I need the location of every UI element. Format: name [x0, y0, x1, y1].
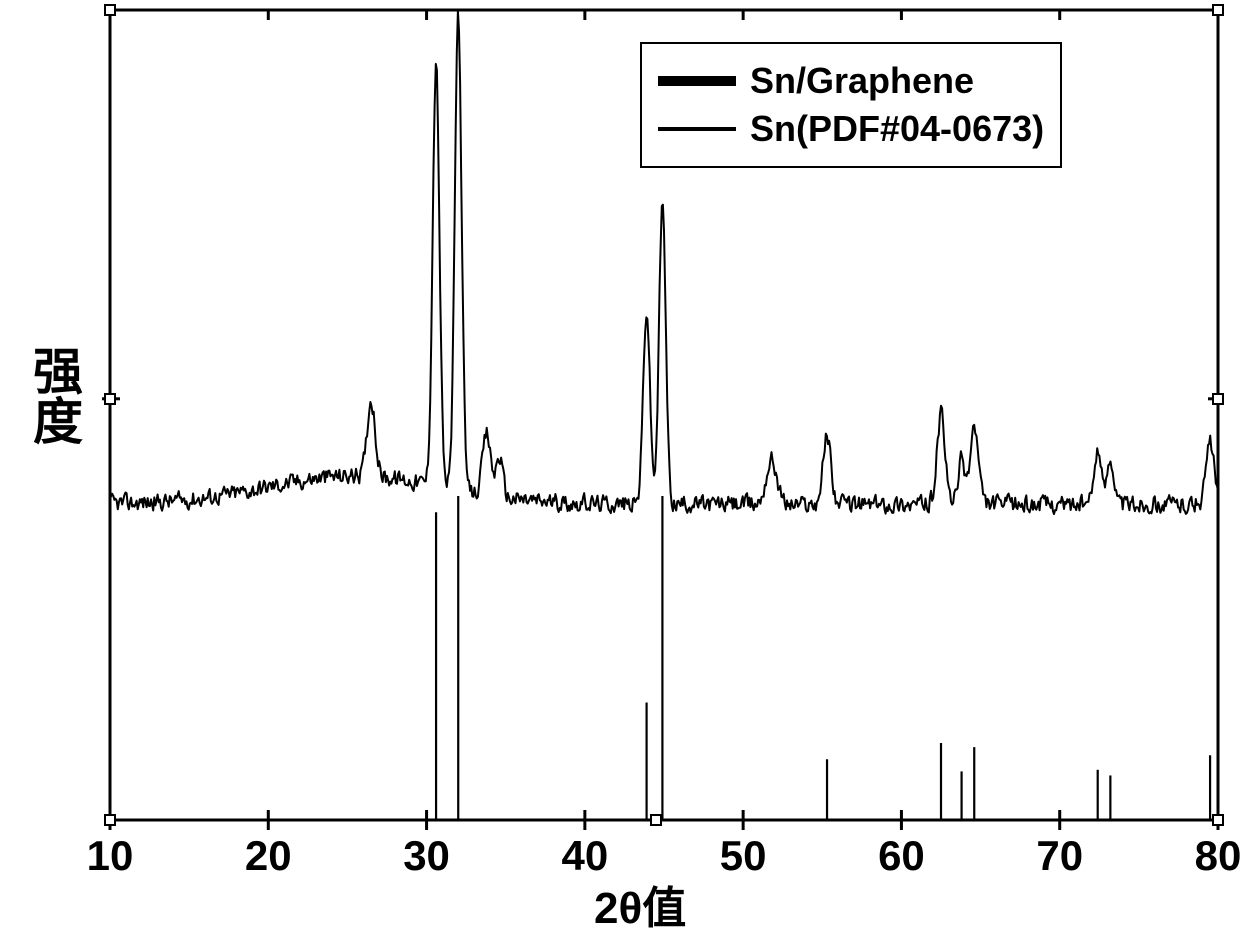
x-tick-label: 20: [238, 832, 298, 880]
legend-label: Sn(PDF#04-0673): [750, 108, 1044, 150]
axis-end-square: [1212, 4, 1224, 16]
legend-label: Sn/Graphene: [750, 60, 974, 102]
x-tick-label: 70: [1030, 832, 1090, 880]
x-tick-label: 30: [397, 832, 457, 880]
legend: Sn/Graphene Sn(PDF#04-0673): [640, 42, 1062, 168]
x-tick-label: 40: [555, 832, 615, 880]
x-tick-label: 50: [713, 832, 773, 880]
x-tick-label: 60: [871, 832, 931, 880]
x-axis-label: 2θ值: [594, 872, 686, 936]
axis-end-square: [104, 393, 116, 405]
xrd-chart: 强度 2θ值 Sn/Graphene Sn(PDF#04-0673) 10203…: [0, 0, 1240, 931]
x-tick-label: 80: [1188, 832, 1240, 880]
legend-item: Sn(PDF#04-0673): [658, 108, 1044, 150]
legend-swatch-experimental: [658, 76, 736, 86]
axis-end-square: [1212, 814, 1224, 826]
legend-item: Sn/Graphene: [658, 60, 1044, 102]
x-tick-label: 10: [80, 832, 140, 880]
y-axis-label: 强度: [18, 253, 90, 537]
axis-end-square: [650, 814, 662, 826]
legend-swatch-reference: [658, 127, 736, 131]
axis-end-square: [1212, 393, 1224, 405]
axis-end-square: [104, 4, 116, 16]
axis-end-square: [104, 814, 116, 826]
